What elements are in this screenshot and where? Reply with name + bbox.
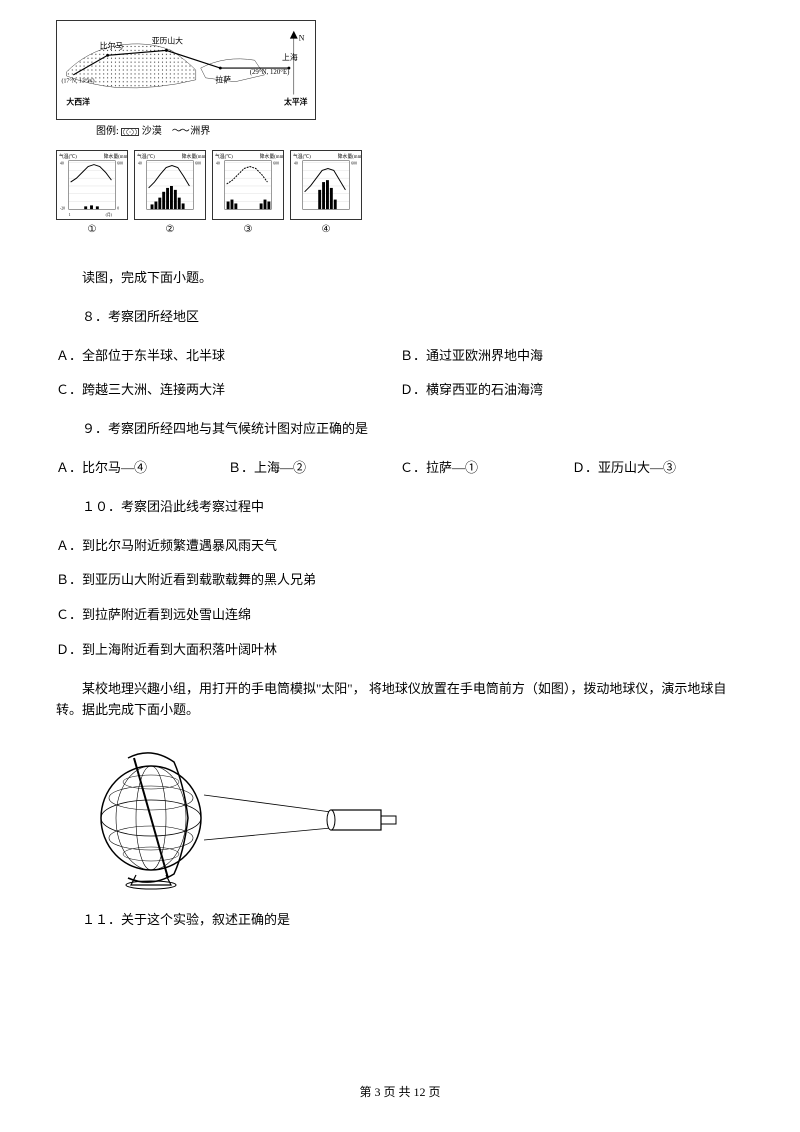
- intro-1: 读图，完成下面小题。: [56, 268, 744, 289]
- page-footer: 第 3 页 共 12 页: [0, 1083, 800, 1102]
- q9-opt-b: Ｂ．上海—②: [228, 458, 400, 479]
- map-coord2: (29°N, 120°E): [250, 69, 290, 76]
- svg-text:40: 40: [60, 162, 64, 166]
- climate-chart-2: 气温(℃) 降水量(mm) 40: [134, 150, 206, 220]
- map-label-atlantic: 大西洋: [66, 96, 90, 106]
- q8-row2: Ｃ．跨越三大洲、连接两大洋 Ｄ．横穿西亚的石油海湾: [56, 380, 744, 401]
- chart-wrap-3: 气温(℃) 降水量(mm) 40 600 ③: [212, 150, 284, 238]
- q10-stem: １０．考察团沿此线考察过程中: [56, 497, 744, 518]
- climate-charts-row: 气温(℃) 降水量(mm) 40 -20 600 0 1 (月): [56, 150, 744, 238]
- intro-2: 某校地理兴趣小组，用打开的手电筒模拟"太阳"， 将地球仪放置在手电筒前方（如图）…: [56, 679, 744, 721]
- q9-opt-c: Ｃ．拉萨—①: [400, 458, 572, 479]
- svg-text:(月): (月): [106, 212, 113, 217]
- q9-stem: ９．考察团所经四地与其气候统计图对应正确的是: [56, 419, 744, 440]
- globe-svg: [76, 740, 416, 890]
- chart-num-4: ④: [322, 222, 331, 238]
- svg-text:-20: -20: [60, 206, 65, 210]
- map-label-pacific: 太平洋: [284, 96, 308, 106]
- q10-opt-c: Ｃ．到拉萨附近看到远处雪山连绵: [56, 605, 744, 626]
- svg-text:气温(℃): 气温(℃): [137, 153, 155, 160]
- svg-text:气温(℃): 气温(℃): [59, 153, 77, 160]
- q9-row: Ａ．比尔马—④ Ｂ．上海—② Ｃ．拉萨—① Ｄ．亚历山大—③: [56, 458, 744, 479]
- svg-text:N: N: [299, 34, 305, 43]
- map-coord1: (17°N, 13°W): [62, 78, 95, 85]
- q9-opt-d: Ｄ．亚历山大—③: [572, 458, 744, 479]
- svg-text:0: 0: [117, 206, 119, 210]
- footer-suffix: 页: [426, 1085, 441, 1099]
- q8-stem: ８．考察团所经地区: [56, 307, 744, 328]
- climate-chart-3: 气温(℃) 降水量(mm) 40 600: [212, 150, 284, 220]
- q10-opt-d: Ｄ．到上海附近看到大面积落叶阔叶林: [56, 640, 744, 661]
- svg-text:降水量(mm): 降水量(mm): [338, 153, 361, 160]
- svg-text:降水量(mm): 降水量(mm): [260, 153, 283, 160]
- legend-desert-swatch: [121, 128, 139, 136]
- chart-num-1: ①: [88, 222, 97, 238]
- svg-text:1: 1: [69, 213, 71, 217]
- climate-chart-1: 气温(℃) 降水量(mm) 40 -20 600 0 1 (月): [56, 150, 128, 220]
- footer-prefix: 第: [359, 1085, 374, 1099]
- chart-num-3: ③: [244, 222, 253, 238]
- chart-num-2: ②: [166, 222, 175, 238]
- map-svg: 比尔马 亚历山大 上海 (29°N, 120°E) 拉萨 大西洋 太平洋 (17…: [57, 21, 315, 119]
- q8-row1: Ａ．全部位于东半球、北半球 Ｂ．通过亚欧洲界地中海: [56, 346, 744, 367]
- legend-boundary-swatch: 〜〜: [172, 126, 188, 137]
- footer-mid: 页 共: [380, 1085, 413, 1099]
- svg-text:600: 600: [351, 162, 357, 166]
- legend-desert-label: 沙漠: [142, 126, 162, 137]
- map-legend: 图例: 沙漠 〜〜 洲界: [56, 124, 744, 140]
- map-label-alexandria: 亚历山大: [152, 36, 183, 46]
- q10-opt-b: Ｂ．到亚历山大附近看到载歌载舞的黑人兄弟: [56, 570, 744, 591]
- q9-opt-a: Ａ．比尔马—④: [56, 458, 228, 479]
- svg-text:40: 40: [216, 162, 220, 166]
- svg-text:600: 600: [195, 162, 201, 166]
- q8-opt-a: Ａ．全部位于东半球、北半球: [56, 346, 400, 367]
- legend-prefix: 图例:: [96, 126, 119, 137]
- climate-chart-4: 气温(℃) 降水量(mm) 40 600: [290, 150, 362, 220]
- q10-opt-a: Ａ．到比尔马附近频繁遭遇暴风雨天气: [56, 536, 744, 557]
- q8-opt-b: Ｂ．通过亚欧洲界地中海: [400, 346, 744, 367]
- svg-text:40: 40: [138, 162, 142, 166]
- map-label-lhasa: 拉萨: [215, 75, 231, 85]
- svg-text:气温(℃): 气温(℃): [293, 153, 311, 160]
- svg-text:40: 40: [294, 162, 298, 166]
- q8-opt-c: Ｃ．跨越三大洲、连接两大洋: [56, 380, 400, 401]
- map-label-biemar: 比尔马: [100, 40, 124, 50]
- svg-text:600: 600: [117, 162, 123, 166]
- svg-text:气温(℃): 气温(℃): [215, 153, 233, 160]
- chart-wrap-4: 气温(℃) 降水量(mm) 40 600 ④: [290, 150, 362, 238]
- svg-text:600: 600: [273, 162, 279, 166]
- svg-text:降水量(mm): 降水量(mm): [104, 153, 127, 160]
- legend-boundary-label: 洲界: [190, 126, 210, 137]
- chart-wrap-1: 气温(℃) 降水量(mm) 40 -20 600 0 1 (月): [56, 150, 128, 238]
- globe-figure: [76, 740, 416, 890]
- page-total: 12: [414, 1085, 426, 1099]
- svg-text:降水量(mm): 降水量(mm): [182, 153, 205, 160]
- chart-wrap-2: 气温(℃) 降水量(mm) 40: [134, 150, 206, 238]
- map-label-shanghai: 上海: [282, 52, 298, 62]
- q8-opt-d: Ｄ．横穿西亚的石油海湾: [400, 380, 744, 401]
- q11-stem: １１．关于这个实验，叙述正确的是: [56, 910, 744, 931]
- route-map-figure: 比尔马 亚历山大 上海 (29°N, 120°E) 拉萨 大西洋 太平洋 (17…: [56, 20, 316, 120]
